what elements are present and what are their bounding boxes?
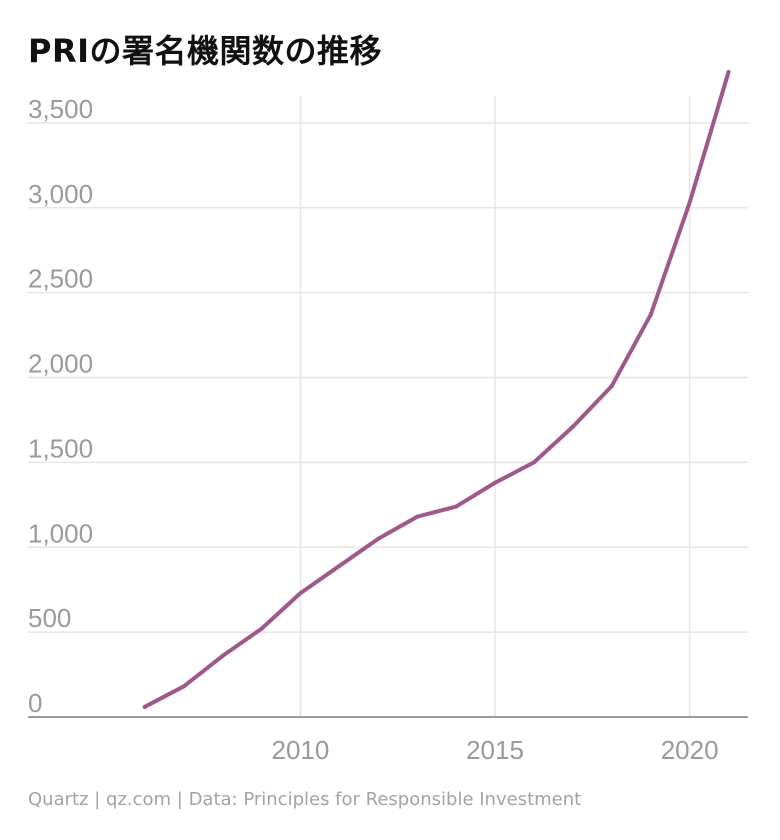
data-point [531, 460, 536, 465]
data-point [648, 312, 653, 317]
data-point [337, 563, 342, 568]
y-tick-label: 3,000 [28, 179, 93, 209]
data-point [609, 384, 614, 389]
source-credit: Quartz | qz.com | Data: Principles for R… [28, 789, 582, 810]
y-axis-tick-labels: 0 500 1,000 1,500 2,000 2,500 3,000 3,500 [28, 94, 93, 718]
y-tick-label: 0 [28, 688, 42, 718]
y-tick-label: 2,000 [28, 349, 93, 379]
data-point [259, 626, 264, 631]
data-point [493, 480, 498, 485]
data-point [726, 70, 731, 74]
series-group [142, 70, 731, 709]
data-point [181, 684, 186, 689]
chart-title: PRIの署名機関数の推移 [28, 32, 383, 70]
data-point [298, 591, 303, 596]
grid-lines [28, 96, 748, 717]
data-point [142, 704, 147, 709]
data-point [220, 653, 225, 658]
x-axis-tick-labels: 2010 2015 2020 [272, 735, 719, 765]
x-tick-label: 2015 [466, 735, 524, 765]
x-tick-label: 2020 [661, 735, 719, 765]
data-point [415, 514, 420, 519]
y-tick-label: 2,500 [28, 264, 93, 294]
x-tick-label: 2010 [272, 735, 330, 765]
y-tick-label: 500 [28, 603, 71, 633]
series-line [142, 70, 731, 709]
data-point [454, 504, 459, 509]
y-tick-label: 1,500 [28, 433, 93, 463]
y-tick-label: 1,000 [28, 518, 93, 548]
y-tick-label: 3,500 [28, 94, 93, 124]
data-point [687, 200, 692, 205]
data-point [376, 536, 381, 541]
data-point [570, 424, 575, 429]
